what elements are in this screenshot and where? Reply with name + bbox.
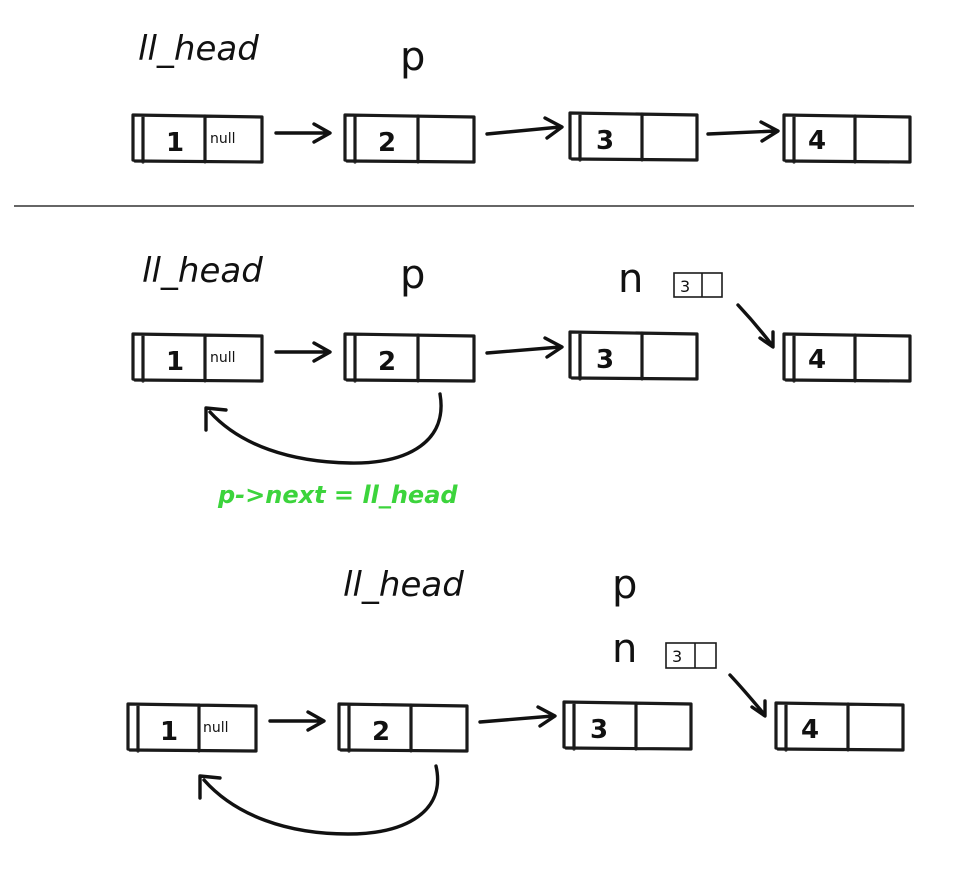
panel-3: ll_head p n 3 1 null 2 3 [126, 562, 905, 836]
p-label-3: p [612, 562, 637, 608]
n-mini-node-2: 3 [673, 272, 723, 298]
p-label-1: p [400, 34, 425, 80]
node-1-null: null [203, 720, 229, 736]
n-mini-node-3: 3 [665, 642, 717, 669]
node-2-value: 2 [378, 128, 396, 158]
node-4-value: 4 [801, 715, 819, 745]
n-mini-value-2: 3 [680, 277, 690, 296]
node-3-value: 3 [590, 715, 608, 745]
node-1-value: 1 [160, 717, 178, 747]
assignment-annotation: p->next = ll_head [217, 481, 458, 509]
node-1-null: null [210, 131, 236, 147]
reverse-arrow-2-to-1 [198, 764, 440, 836]
n-label-3: n [612, 626, 637, 672]
arrow-1-2 [274, 341, 332, 363]
node-4-value: 4 [808, 345, 826, 375]
node-2-value: 2 [378, 347, 396, 377]
node-1-null: null [210, 350, 236, 366]
node-1-value: 1 [166, 347, 184, 377]
node-1: 1 null [126, 702, 258, 753]
arrow-3-4 [706, 120, 780, 143]
node-3-value: 3 [596, 126, 614, 156]
n-label-2: n [618, 256, 643, 302]
node-1: 1 null [131, 332, 264, 383]
node-2: 2 [343, 332, 476, 383]
ll-head-label-3: ll_head [343, 565, 464, 605]
node-3-value: 3 [596, 345, 614, 375]
p-label-2: p [400, 252, 425, 298]
ll-head-label-1: ll_head [138, 29, 259, 69]
node-4: 4 [774, 701, 905, 752]
node-4: 4 [782, 332, 912, 383]
arrow-n-to-4 [736, 303, 775, 349]
node-3: 3 [562, 700, 693, 751]
arrow-2-3 [485, 336, 564, 359]
panel-2: ll_head p n 3 1 null 2 3 [131, 251, 912, 509]
node-2: 2 [343, 113, 476, 164]
node-2: 2 [337, 702, 469, 753]
node-2-value: 2 [372, 717, 390, 747]
panel-1: ll_head p 1 null 2 3 4 [131, 29, 912, 164]
arrow-2-3 [485, 116, 564, 140]
n-mini-value-3: 3 [672, 647, 682, 666]
node-4: 4 [782, 113, 912, 164]
ll-head-label-2: ll_head [142, 251, 263, 291]
arrow-n-to-4 [728, 673, 767, 718]
node-1: 1 null [131, 113, 264, 164]
node-3: 3 [568, 330, 699, 381]
node-1-value: 1 [166, 128, 184, 158]
node-3: 3 [568, 111, 699, 162]
arrow-2-3 [478, 705, 557, 728]
arrow-1-2 [274, 122, 332, 144]
reverse-arrow-2-to-1 [204, 392, 443, 465]
arrow-1-2 [268, 710, 326, 732]
node-4-value: 4 [808, 126, 826, 156]
